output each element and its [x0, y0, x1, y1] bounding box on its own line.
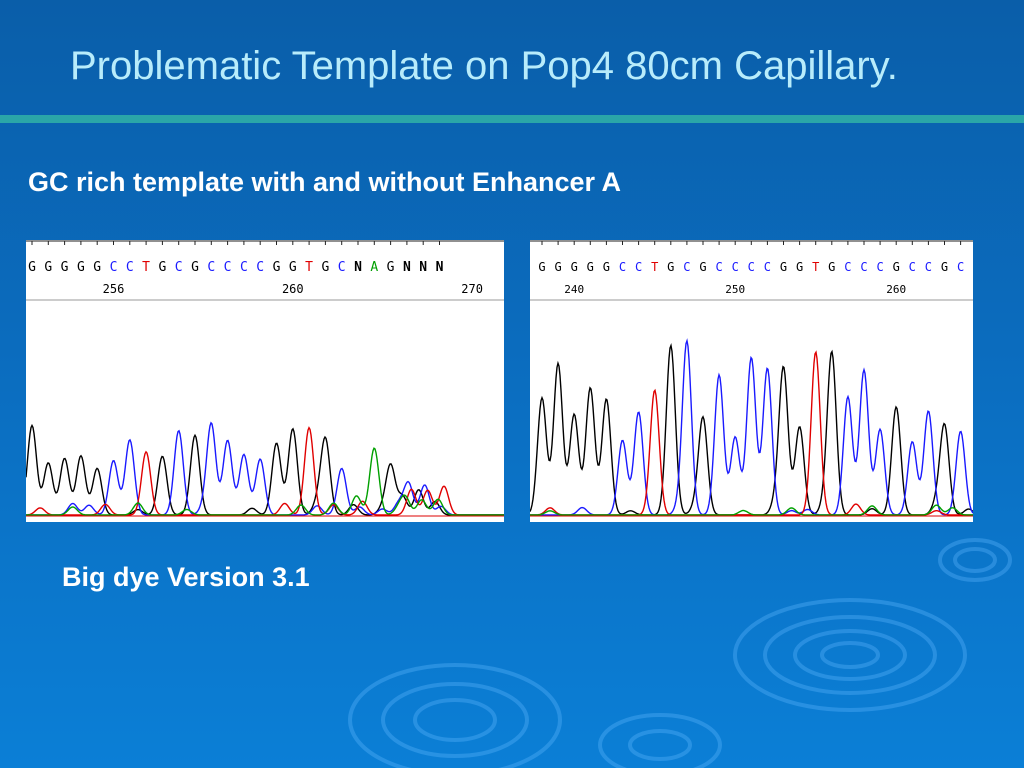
- base-call: G: [28, 260, 36, 275]
- base-position-label: 256: [103, 282, 125, 296]
- base-call: G: [780, 260, 787, 274]
- base-call: C: [240, 260, 248, 275]
- base-call: N: [419, 260, 427, 275]
- base-call: G: [289, 260, 297, 275]
- base-call: G: [77, 260, 85, 275]
- base-call: G: [93, 260, 101, 275]
- dye-version-note: Big dye Version 3.1: [62, 562, 310, 592]
- base-position-label: 270: [461, 282, 483, 296]
- trace-c: [26, 421, 504, 516]
- trace-t: [530, 350, 973, 516]
- base-call: G: [538, 260, 545, 274]
- base-call: T: [305, 260, 313, 275]
- base-position-label: 260: [282, 282, 304, 296]
- base-call: C: [925, 260, 932, 274]
- base-call: G: [667, 260, 674, 274]
- trace-c: [530, 338, 973, 516]
- base-call: G: [699, 260, 706, 274]
- base-call: C: [338, 260, 346, 275]
- base-call: G: [61, 260, 69, 275]
- slide-title: Problematic Template on Pop4 80cm Capill…: [70, 44, 898, 88]
- base-call: N: [403, 260, 411, 275]
- base-call: T: [812, 260, 819, 274]
- base-call: G: [44, 260, 52, 275]
- base-call: C: [715, 260, 722, 274]
- base-call: C: [256, 260, 264, 275]
- base-call: C: [207, 260, 215, 275]
- base-call: N: [354, 260, 362, 275]
- base-call: G: [273, 260, 281, 275]
- base-call: A: [370, 260, 378, 275]
- base-position-label: 260: [886, 283, 906, 296]
- base-call: C: [126, 260, 134, 275]
- base-call: C: [876, 260, 883, 274]
- base-call: G: [587, 260, 594, 274]
- base-call: C: [619, 260, 626, 274]
- base-call: G: [941, 260, 948, 274]
- slide-subtitle: GC rich template with and without Enhanc…: [28, 167, 622, 197]
- trace-g: [530, 343, 973, 516]
- base-call: C: [110, 260, 118, 275]
- base-position-label: 240: [564, 283, 584, 296]
- base-call: C: [909, 260, 916, 274]
- trace-a: [26, 447, 504, 516]
- base-call: C: [748, 260, 755, 274]
- base-call: C: [844, 260, 851, 274]
- base-position-label: 250: [725, 283, 745, 296]
- base-call: G: [796, 260, 803, 274]
- base-call: C: [957, 260, 964, 274]
- base-call: G: [571, 260, 578, 274]
- base-call: G: [158, 260, 166, 275]
- base-call: G: [191, 260, 199, 275]
- title-divider: [0, 115, 1024, 123]
- base-call: C: [635, 260, 642, 274]
- base-call: C: [764, 260, 771, 274]
- base-call: G: [893, 260, 900, 274]
- trace-a: [530, 504, 973, 516]
- trace-g: [26, 423, 504, 516]
- base-call: G: [828, 260, 835, 274]
- base-call: C: [732, 260, 739, 274]
- base-call: C: [175, 260, 183, 275]
- trace-t: [26, 426, 504, 516]
- base-call: C: [860, 260, 867, 274]
- base-call: C: [224, 260, 232, 275]
- base-call: C: [683, 260, 690, 274]
- base-call: T: [142, 260, 150, 275]
- base-call: G: [554, 260, 561, 274]
- base-call: T: [651, 260, 658, 274]
- chromatogram-with-enhancer: G G G G G C C T G C G C C C C G G T G C C C G C C G C 240 250 260: [530, 240, 973, 522]
- chromatogram-without-enhancer: G G G G G C C T G C G C C C C G G T G C N A G N N N 256 260 270: [26, 240, 504, 522]
- base-call: G: [321, 260, 329, 275]
- base-call: G: [603, 260, 610, 274]
- base-call: G: [387, 260, 395, 275]
- base-call: N: [436, 260, 444, 275]
